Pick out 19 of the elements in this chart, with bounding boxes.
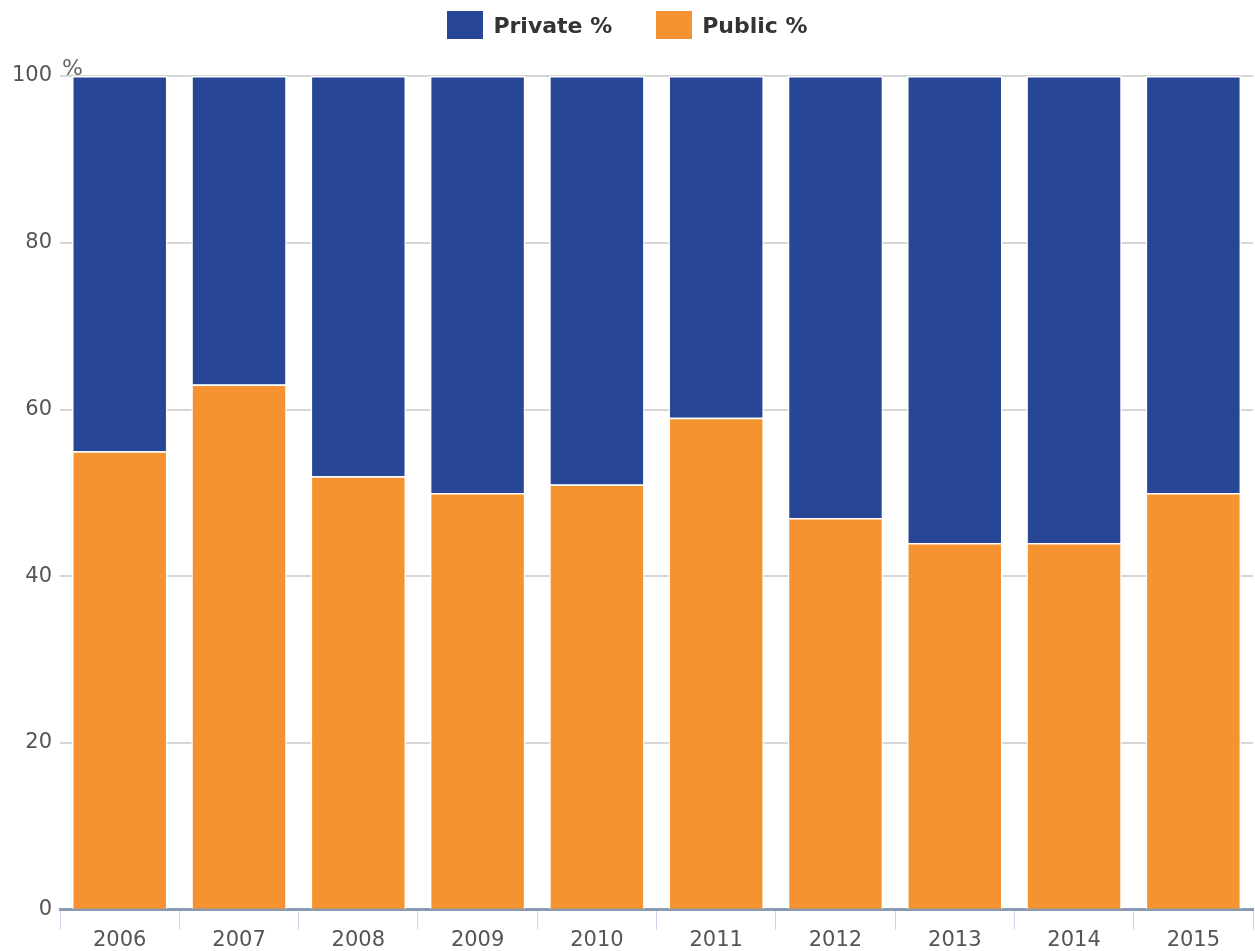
x-tick-label: 2012 <box>808 926 863 951</box>
y-tick-label: 20 <box>25 729 53 754</box>
x-tick-label: 2013 <box>928 926 982 951</box>
legend-label: Private % <box>493 12 613 38</box>
x-tick-label: 2008 <box>331 926 386 951</box>
y-tick-label: 60 <box>25 395 53 420</box>
y-tick-label: 40 <box>25 562 53 587</box>
x-tick-label: 2015 <box>1166 926 1221 951</box>
y-tick-label: 80 <box>25 229 53 254</box>
y-tick-label: 100 <box>11 62 53 87</box>
legend-label: Public % <box>702 12 808 38</box>
x-tick-label: 2014 <box>1047 926 1101 951</box>
x-tick-label: 2006 <box>93 926 147 951</box>
x-tick-label: 2010 <box>570 926 624 951</box>
x-tick-label: 2009 <box>450 926 505 951</box>
x-tick-label: 2011 <box>689 926 743 951</box>
x-tick-label: 2007 <box>212 926 266 951</box>
y-axis-title: % <box>62 54 83 80</box>
y-tick-label: 0 <box>38 896 53 921</box>
